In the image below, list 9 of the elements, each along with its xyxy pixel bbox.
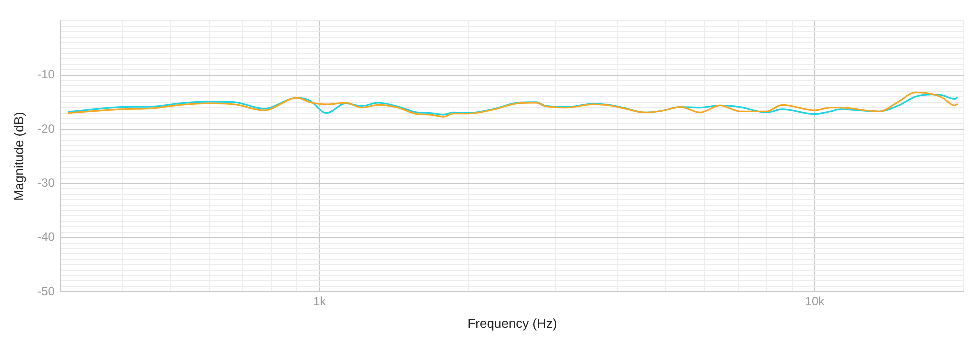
y-tick-label: -40 — [38, 230, 56, 244]
y-tick-label: -30 — [38, 176, 56, 190]
y-tick-label: -50 — [38, 284, 56, 298]
x-tick-label: 1k — [313, 294, 328, 309]
y-axis-title: Magnitude (dB) — [11, 112, 26, 202]
y-tick-label: -20 — [38, 122, 56, 136]
y-tick-label: -10 — [38, 68, 56, 82]
x-tick-label: 10k — [805, 294, 826, 309]
x-axis-title: Frequency (Hz) — [468, 316, 558, 331]
